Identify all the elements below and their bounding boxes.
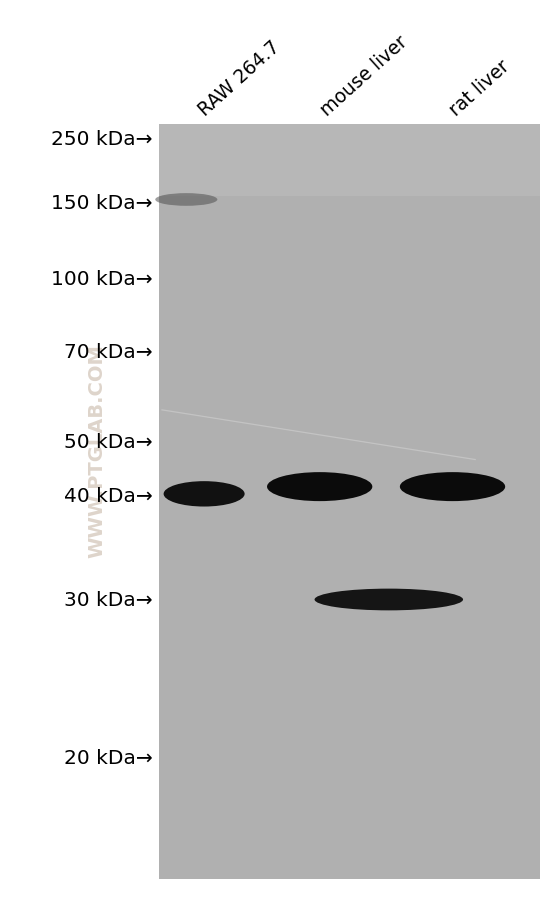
- Ellipse shape: [400, 473, 505, 502]
- Text: 50 kDa→: 50 kDa→: [64, 432, 153, 452]
- Ellipse shape: [164, 482, 245, 507]
- Ellipse shape: [267, 473, 373, 502]
- Text: mouse liver: mouse liver: [316, 32, 411, 120]
- Text: WWW.PTGLAB.COM: WWW.PTGLAB.COM: [87, 345, 107, 557]
- Text: 30 kDa→: 30 kDa→: [64, 590, 153, 610]
- Text: rat liver: rat liver: [446, 57, 514, 120]
- Text: 100 kDa→: 100 kDa→: [51, 270, 153, 290]
- Bar: [0, 0, 159, 902]
- Text: 20 kDa→: 20 kDa→: [64, 748, 153, 768]
- Text: 70 kDa→: 70 kDa→: [64, 342, 153, 362]
- Bar: [159, 124, 540, 197]
- Bar: [159, 124, 540, 879]
- Text: 150 kDa→: 150 kDa→: [51, 193, 153, 213]
- Ellipse shape: [156, 194, 217, 207]
- Text: 40 kDa→: 40 kDa→: [64, 486, 153, 506]
- Text: RAW 264.7: RAW 264.7: [195, 38, 284, 120]
- Ellipse shape: [314, 589, 463, 611]
- Text: 250 kDa→: 250 kDa→: [51, 130, 153, 150]
